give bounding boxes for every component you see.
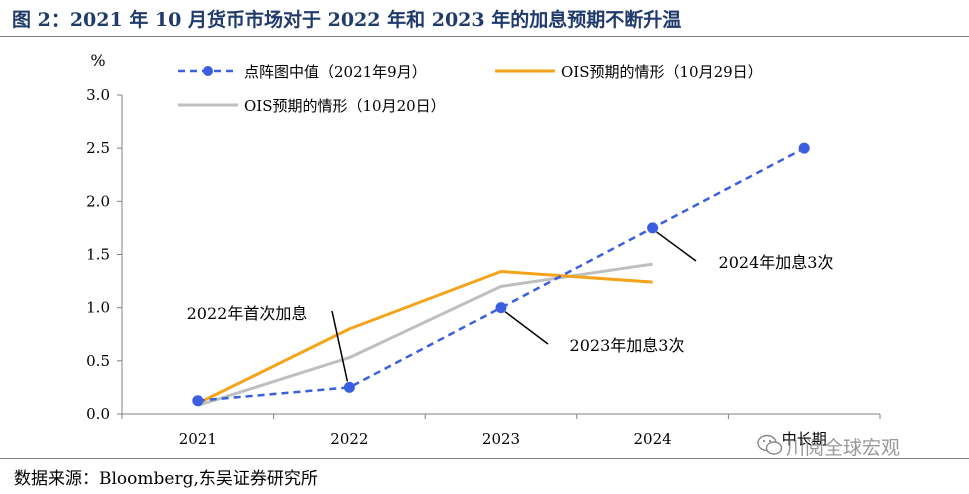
series-line-0 <box>197 147 805 402</box>
source-note: 数据来源：Bloomberg,东吴证券研究所 <box>14 469 318 489</box>
legend-label-2: OIS预期的情形（10月20日） <box>244 97 446 115</box>
series-point-0 <box>495 302 507 314</box>
y-tick-label: 1.0 <box>86 299 110 317</box>
wechat-logo-icon <box>757 434 783 455</box>
y-unit-label: % <box>90 51 105 70</box>
annotation-label: 2022年首次加息 <box>187 304 308 323</box>
series-line-2 <box>197 262 653 407</box>
x-tick-label: 2021 <box>179 430 217 448</box>
series-point-0 <box>192 395 204 407</box>
legend-label-0: 点阵图中值（2021年9月） <box>244 63 427 81</box>
y-tick-label: 3.0 <box>86 86 110 104</box>
series-point-0 <box>343 381 355 393</box>
title-bar: 图 2：2021 年 10 月货币市场对于 2022 年和 2023 年的加息预… <box>0 0 969 37</box>
annotation-leader <box>656 231 697 262</box>
chart-area: % 0.0 0.5 1.0 1.5 2.0 2.5 3.0 2021 2022 2023 2024 中长… <box>0 40 969 458</box>
chart-title: 图 2：2021 年 10 月货币市场对于 2022 年和 2023 年的加息预… <box>12 9 682 31</box>
watermark: 川阅全球宏观 <box>756 428 956 462</box>
y-tick-label: 2.5 <box>86 139 110 157</box>
watermark-text: 川阅全球宏观 <box>786 437 901 459</box>
x-tick-label: 2022 <box>330 430 368 448</box>
y-tick-label: 0.0 <box>86 405 110 423</box>
y-tick-label: 2.0 <box>86 192 110 210</box>
x-tick-label: 2024 <box>634 430 672 448</box>
x-tick-label: 中长期 <box>782 430 827 448</box>
series-point-0 <box>647 222 659 234</box>
line-chart: % 0.0 0.5 1.0 1.5 2.0 2.5 3.0 2021 2022 2023 2024 中长… <box>86 51 881 448</box>
annotation-leader <box>331 310 349 382</box>
y-tick-label: 1.5 <box>86 246 110 264</box>
x-tick-label: 2023 <box>482 430 520 448</box>
legend-marker-0 <box>203 66 213 76</box>
series-line-1 <box>197 270 653 405</box>
annotation-label: 2024年加息3次 <box>719 253 834 272</box>
footer-divider <box>0 458 969 459</box>
series-point-0 <box>798 142 810 154</box>
y-tick-label: 0.5 <box>86 352 110 370</box>
legend-label-1: OIS预期的情形（10月29日） <box>561 63 763 81</box>
annotation-label: 2023年加息3次 <box>570 336 685 355</box>
annotation-leader <box>504 311 549 345</box>
